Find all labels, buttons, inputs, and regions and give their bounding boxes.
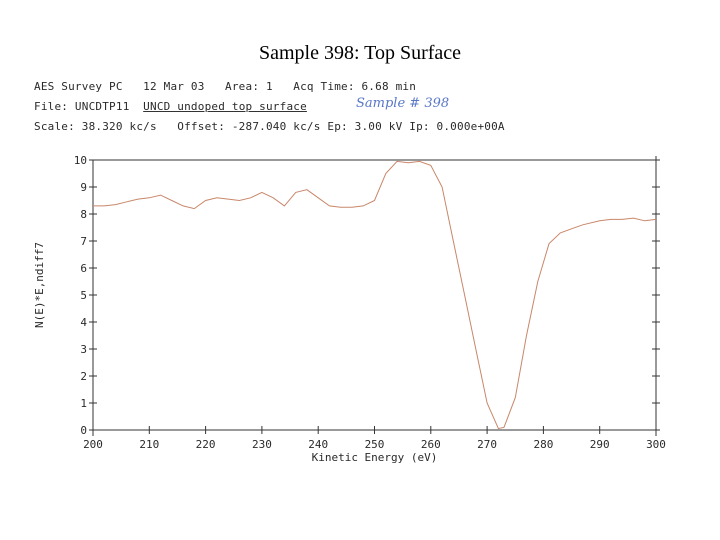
y-tick-label: 2 (80, 370, 87, 383)
y-axis-ticks: 0 1 2 3 4 5 6 7 8 9 10 (74, 154, 660, 437)
y-tick-label: 5 (80, 289, 87, 302)
file-label: File: UNCDTP11 (34, 100, 144, 113)
header-acquisition-info: AES Survey PC 12 Mar 03 Area: 1 Acq Time… (34, 80, 417, 93)
handwritten-sample-note: Sample # 398 (356, 96, 450, 111)
x-tick-label: 280 (533, 438, 553, 451)
y-axis-label: N(E)*E,ndiff7 (33, 242, 46, 328)
y-tick-label: 7 (80, 235, 87, 248)
x-tick-label: 260 (421, 438, 441, 451)
x-tick-label: 250 (365, 438, 385, 451)
y-tick-label: 6 (80, 262, 87, 275)
x-tick-label: 220 (196, 438, 216, 451)
chart-axes (92, 156, 657, 436)
y-tick-label: 8 (80, 208, 87, 221)
y-tick-label: 0 (80, 424, 87, 437)
y-tick-label: 4 (80, 316, 87, 329)
x-tick-label: 200 (83, 438, 103, 451)
y-tick-label: 9 (80, 181, 87, 194)
y-tick-label: 3 (80, 343, 87, 356)
file-description: UNCD undoped top surface (143, 100, 307, 113)
y-tick-label: 1 (80, 397, 87, 410)
x-tick-label: 240 (308, 438, 328, 451)
header-scale-info: Scale: 38.320 kc/s Offset: -287.040 kc/s… (34, 120, 505, 133)
x-tick-label: 230 (252, 438, 272, 451)
x-axis-ticks: 200 210 220 230 240 250 260 270 280 290 300 (83, 426, 666, 451)
x-tick-label: 300 (646, 438, 666, 451)
y-tick-label: 10 (74, 154, 87, 167)
x-tick-label: 270 (477, 438, 497, 451)
spectrum-series-line (93, 160, 657, 430)
x-axis-label: Kinetic Energy (eV) (312, 451, 438, 464)
x-tick-label: 210 (139, 438, 159, 451)
header-file-line: File: UNCDTP11 UNCD undoped top surface (34, 100, 307, 113)
slide-title: Sample 398: Top Surface (258, 42, 462, 64)
x-tick-label: 290 (590, 438, 610, 451)
